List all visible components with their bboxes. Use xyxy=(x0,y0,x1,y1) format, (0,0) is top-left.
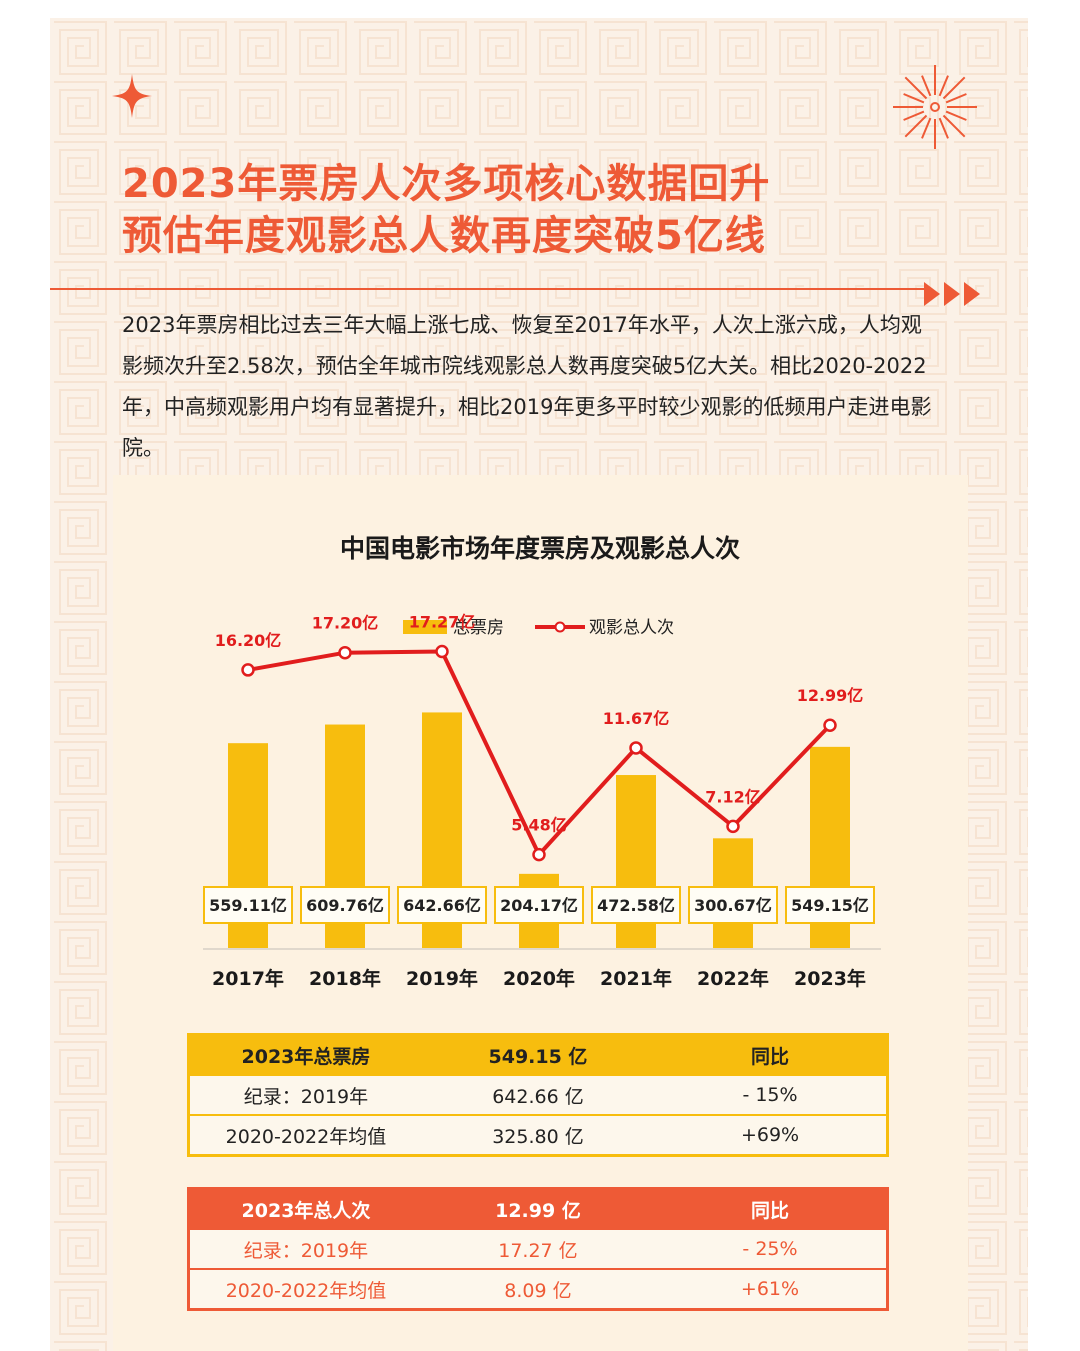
table-cell: 12.99 亿 xyxy=(421,1188,654,1229)
table-cell: 同比 xyxy=(654,1034,888,1075)
firework-center xyxy=(930,102,940,112)
box-office-chart: 中国电影市场年度票房及观影总人次 总票房 观影总人次 16.20亿 17.20亿 1… xyxy=(203,534,881,990)
table-row: 2020-2022年均值 325.80 亿 +69% xyxy=(188,1114,888,1156)
admissions-table: 2023年总人次 12.99 亿 同比 纪录：2019年 17.27 亿 - 2… xyxy=(187,1187,889,1311)
bar-value-box xyxy=(591,886,681,924)
line-value-label: 17.20亿 xyxy=(312,614,379,633)
table-header-row: 2023年总人次 12.99 亿 同比 xyxy=(188,1188,888,1229)
bar-value-label: 609.76亿 xyxy=(306,896,384,915)
line-point xyxy=(823,718,837,732)
legend-bar-swatch xyxy=(403,620,447,634)
firework-ray xyxy=(921,117,932,139)
table-cell: 549.15 亿 xyxy=(421,1034,655,1075)
bar-value-label: 549.15亿 xyxy=(791,896,869,915)
firework-ray xyxy=(945,93,967,104)
line-value-label: 5.48亿 xyxy=(511,816,566,835)
table-cell: 纪录：2019年 xyxy=(188,1228,422,1269)
line-point xyxy=(532,847,546,862)
line-value-label: 11.67亿 xyxy=(603,709,670,728)
x-tick-label: 2018年 xyxy=(309,967,381,990)
firework-ray xyxy=(904,114,928,138)
box-office-table: 2023年总票房 549.15 亿 同比 纪录：2019年 642.66 亿 -… xyxy=(187,1033,889,1157)
firework-icon xyxy=(893,65,977,149)
title-line-1: 2023年票房人次多项核心数据回升 xyxy=(122,161,771,207)
table-cell: 642.66 亿 xyxy=(421,1074,655,1115)
page-title: 2023年票房人次多项核心数据回升 预估年度观影总人数再度突破5亿线 xyxy=(122,158,922,262)
bar-value-box xyxy=(785,886,875,924)
bar-value-box xyxy=(300,886,390,924)
x-tick-label: 2023年 xyxy=(794,967,866,990)
infographic-page: 2023年票房人次多项核心数据回升 预估年度观影总人数再度突破5亿线 2023年… xyxy=(50,18,1028,1351)
line-point xyxy=(726,819,740,834)
table-row: 纪录：2019年 642.66 亿 - 15% xyxy=(188,1074,888,1115)
x-tick-label: 2022年 xyxy=(697,967,769,990)
table-cell: - 25% xyxy=(653,1228,888,1269)
table-cell: 纪录：2019年 xyxy=(188,1074,422,1115)
firework-ray xyxy=(903,110,925,121)
triple-arrow-icon xyxy=(924,282,980,306)
line-value-label: 12.99亿 xyxy=(797,686,864,705)
x-tick-label: 2021年 xyxy=(600,967,672,990)
table-cell: - 15% xyxy=(654,1074,888,1115)
chart-legend: 总票房 观影总人次 xyxy=(403,618,674,638)
table-cell: +61% xyxy=(653,1268,888,1310)
firework-ray xyxy=(938,117,949,139)
legend-line-marker xyxy=(554,621,566,633)
bar-value-label: 300.67亿 xyxy=(694,896,772,915)
bar-value-label: 559.11亿 xyxy=(209,896,287,915)
table-cell: 8.09 亿 xyxy=(421,1268,654,1310)
table-cell: 17.27 亿 xyxy=(421,1228,654,1269)
line-value-label: 7.12亿 xyxy=(705,787,760,806)
table-header-row: 2023年总票房 549.15 亿 同比 xyxy=(188,1034,888,1075)
legend-bar-label: 总票房 xyxy=(453,618,504,638)
table-row: 2020-2022年均值 8.09 亿 +61% xyxy=(188,1268,888,1310)
legend-line-label: 观影总人次 xyxy=(589,618,674,638)
summary-paragraph: 2023年票房相比过去三年大幅上涨七成、恢复至2017年水平，人次上涨六成，人均… xyxy=(122,313,932,460)
table-cell: 325.80 亿 xyxy=(421,1114,655,1156)
table-cell: 2020-2022年均值 xyxy=(188,1268,422,1310)
table-cell: 同比 xyxy=(653,1188,888,1229)
x-tick-label: 2017年 xyxy=(212,967,284,990)
sparkle-icon xyxy=(112,74,152,118)
line-point xyxy=(338,645,352,660)
bar-value-box xyxy=(203,886,293,924)
bar-value-label: 204.17亿 xyxy=(500,896,578,915)
line-point xyxy=(435,644,449,659)
table-cell: 2023年总人次 xyxy=(188,1188,422,1229)
bar-value-label: 472.58亿 xyxy=(597,896,675,915)
bar-value-label: 642.66亿 xyxy=(403,896,481,915)
title-line-2: 预估年度观影总人数再度突破5亿线 xyxy=(122,213,766,259)
x-tick-label: 2020年 xyxy=(503,967,575,990)
x-tick-label: 2019年 xyxy=(406,967,478,990)
bar-value-box xyxy=(494,886,584,924)
firework-ray xyxy=(942,76,966,100)
bar-value-box xyxy=(397,886,487,924)
line-point xyxy=(241,663,255,677)
table-cell: 2023年总票房 xyxy=(188,1034,422,1075)
line-point xyxy=(629,741,643,755)
line-value-label: 16.20亿 xyxy=(215,631,282,650)
line-value-label: 17.27亿 xyxy=(409,612,476,631)
title-divider xyxy=(50,288,930,290)
bar-value-box xyxy=(688,886,778,924)
firework-ray xyxy=(942,114,966,138)
firework-ray xyxy=(945,110,967,121)
table-row: 纪录：2019年 17.27 亿 - 25% xyxy=(188,1228,888,1269)
chart-title: 中国电影市场年度票房及观影总人次 xyxy=(340,534,740,563)
firework-ray xyxy=(938,75,949,97)
table-cell: 2020-2022年均值 xyxy=(188,1114,422,1156)
table-cell: +69% xyxy=(654,1114,888,1156)
firework-ray xyxy=(903,93,925,104)
firework-ray xyxy=(921,75,932,97)
firework-ray xyxy=(904,76,928,100)
